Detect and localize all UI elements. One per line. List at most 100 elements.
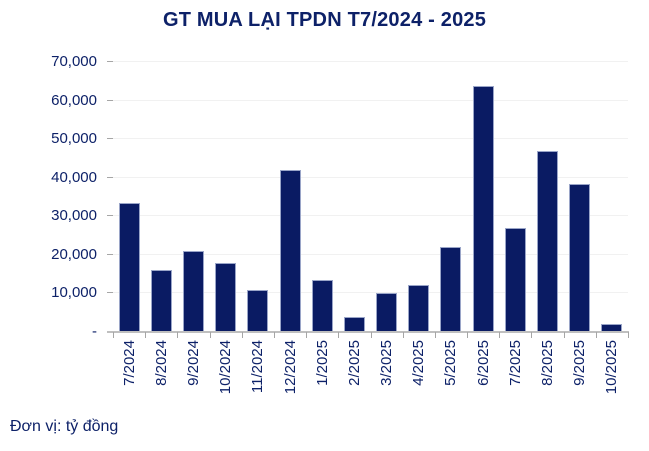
y-tick-mark [107, 138, 113, 140]
x-label-slot: 1/2025 [306, 332, 338, 412]
x-tick-mark [338, 332, 340, 338]
x-tick-label: 4/2025 [410, 340, 428, 386]
y-tick-mark [107, 99, 113, 101]
x-tick-mark [628, 332, 629, 338]
gridline [113, 99, 628, 101]
x-tick-label: 9/2024 [184, 340, 202, 386]
bar-10-2024 [215, 263, 237, 332]
bar-8-2024 [150, 270, 172, 332]
bar-slot [564, 62, 596, 332]
bar-3-2025 [376, 292, 398, 332]
bar-slot [596, 62, 628, 332]
x-tick-label: 2/2025 [345, 340, 363, 386]
x-tick-mark [145, 332, 147, 338]
bar-6-2025 [472, 86, 494, 332]
x-label-slot: 5/2025 [435, 332, 467, 412]
x-tick-mark [370, 332, 372, 338]
bar-slot [499, 62, 531, 332]
gridline [113, 176, 628, 178]
x-tick-mark [595, 332, 597, 338]
x-label-slot: 4/2025 [403, 332, 435, 412]
x-label-slot: 10/2024 [210, 332, 242, 412]
bar-slot [403, 62, 435, 332]
gridline [113, 292, 628, 294]
x-tick-mark [531, 332, 533, 338]
x-tick-mark [467, 332, 469, 338]
gridline [113, 138, 628, 140]
x-label-slot: 11/2024 [242, 332, 274, 412]
x-label-slot: 7/2024 [113, 332, 145, 412]
gridline [113, 253, 628, 255]
x-tick-label: 5/2025 [442, 340, 460, 386]
x-label-slot: 7/2025 [499, 332, 531, 412]
x-tick-label: 1/2025 [313, 340, 331, 386]
x-tick-mark [563, 332, 565, 338]
x-label-slot: 6/2025 [467, 332, 499, 412]
bar-8-2025 [537, 150, 559, 332]
bar-1-2025 [311, 279, 333, 332]
bar-slot [435, 62, 467, 332]
x-tick-mark [113, 332, 114, 338]
y-tick-label: 70,000 [51, 53, 97, 70]
x-tick-mark [241, 332, 243, 338]
bar-slot [274, 62, 306, 332]
x-tick-label: 12/2024 [281, 340, 299, 395]
x-tick-label: 6/2025 [474, 340, 492, 386]
x-tick-label: 3/2025 [378, 340, 396, 386]
bar-slot [242, 62, 274, 332]
x-tick-label: 11/2024 [249, 340, 267, 394]
bar-slot [113, 62, 145, 332]
bar-2-2025 [343, 316, 365, 332]
x-label-slot: 9/2024 [177, 332, 209, 412]
x-axis-labels: 7/2024 8/2024 9/2024 10/2024 11/2024 12/2024 1… [113, 332, 628, 412]
x-tick-mark [434, 332, 436, 338]
y-tick-mark [107, 61, 113, 62]
unit-note: Đơn vị: tỷ đồng [10, 418, 119, 435]
x-tick-mark [273, 332, 275, 338]
x-tick-label: 9/2025 [571, 340, 589, 386]
y-tick-label: 50,000 [51, 130, 97, 148]
y-tick-label: 60,000 [51, 91, 97, 109]
bar-7-2025 [504, 227, 526, 332]
gridline [113, 61, 628, 62]
bar-slot [531, 62, 563, 332]
chart-title: GT MUA LẠI TPDN T7/2024 - 2025 [162, 9, 487, 31]
bar-slot [177, 62, 209, 332]
y-tick-label: - [92, 323, 97, 340]
y-tick-mark [107, 253, 113, 255]
y-tick-mark [107, 292, 113, 294]
x-tick-mark [209, 332, 211, 338]
x-label-slot: 2/2025 [338, 332, 370, 412]
y-tick-label: 10,000 [51, 284, 97, 302]
x-axis-line [107, 331, 629, 333]
bar-12-2024 [279, 170, 301, 332]
x-tick-mark [177, 332, 179, 338]
x-tick-mark [402, 332, 404, 338]
bar-slot [467, 62, 499, 332]
bar-10-2025 [601, 324, 623, 332]
y-tick-mark [107, 176, 113, 178]
plot-area [107, 61, 629, 338]
x-tick-label: 10/2025 [603, 340, 621, 395]
y-tick-label: 30,000 [51, 207, 97, 225]
x-label-slot: 9/2025 [564, 332, 596, 412]
y-tick-label: 20,000 [51, 245, 97, 263]
x-label-slot: 12/2024 [274, 332, 306, 412]
bar-slot [145, 62, 177, 332]
x-label-slot: 8/2024 [145, 332, 177, 412]
x-tick-mark [306, 332, 308, 338]
y-tick-label: 40,000 [51, 168, 97, 186]
bar-slot [210, 62, 242, 332]
x-label-slot: 8/2025 [531, 332, 563, 412]
x-tick-label: 10/2024 [217, 340, 235, 395]
y-tick-mark [107, 215, 113, 217]
bar-slot [371, 62, 403, 332]
bar-5-2025 [440, 247, 462, 332]
x-tick-label: 7/2025 [506, 340, 524, 386]
bar-9-2024 [182, 251, 204, 332]
x-tick-label: 7/2024 [120, 340, 138, 386]
x-label-slot: 3/2025 [371, 332, 403, 412]
bar-9-2025 [569, 184, 591, 332]
bar-slot [306, 62, 338, 332]
